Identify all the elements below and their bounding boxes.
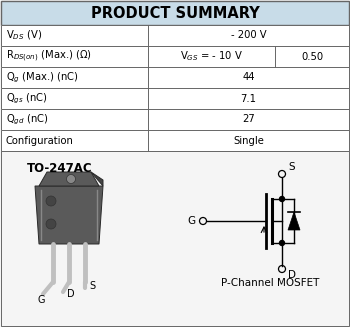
Text: S: S: [288, 162, 295, 172]
Bar: [1, 109, 349, 130]
Bar: [1, 1, 349, 25]
Text: Q$_{gs}$ (nC): Q$_{gs}$ (nC): [6, 91, 48, 106]
Text: D: D: [288, 270, 296, 280]
Circle shape: [66, 175, 76, 183]
Text: G: G: [37, 295, 45, 305]
Text: PRODUCT SUMMARY: PRODUCT SUMMARY: [91, 6, 259, 21]
Text: 44: 44: [242, 73, 255, 82]
Text: G: G: [188, 216, 196, 226]
Polygon shape: [91, 172, 103, 186]
Text: - 200 V: - 200 V: [231, 30, 266, 41]
Bar: [1, 67, 349, 88]
Bar: [1, 25, 349, 46]
Polygon shape: [35, 186, 103, 244]
Circle shape: [280, 197, 285, 201]
Text: D: D: [67, 289, 75, 299]
Text: P-Channel MOSFET: P-Channel MOSFET: [221, 278, 319, 288]
Text: Q$_{gd}$ (nC): Q$_{gd}$ (nC): [6, 112, 49, 127]
Bar: [1, 25, 349, 46]
Bar: [1, 46, 349, 67]
Polygon shape: [288, 212, 300, 230]
Bar: [1, 130, 349, 151]
Text: V$_{DS}$ (V): V$_{DS}$ (V): [6, 29, 42, 42]
Text: S: S: [89, 281, 95, 291]
Circle shape: [46, 219, 56, 229]
Text: 27: 27: [242, 114, 255, 125]
Circle shape: [46, 196, 56, 206]
Text: Q$_g$ (Max.) (nC): Q$_g$ (Max.) (nC): [6, 70, 79, 85]
Bar: [1, 67, 349, 88]
Bar: [1, 109, 349, 130]
Text: TO-247AC: TO-247AC: [27, 163, 93, 176]
Bar: [1, 88, 349, 109]
Bar: [1, 46, 349, 67]
Text: Single: Single: [233, 135, 264, 146]
Text: R$_{DS(on)}$ (Max.) (Ω): R$_{DS(on)}$ (Max.) (Ω): [6, 49, 92, 64]
Polygon shape: [39, 172, 99, 186]
Bar: [1, 151, 349, 326]
Text: Configuration: Configuration: [6, 135, 74, 146]
Text: 0.50: 0.50: [301, 51, 323, 61]
Bar: [1, 88, 349, 109]
Circle shape: [280, 240, 285, 246]
Text: 7.1: 7.1: [240, 94, 257, 104]
Bar: [1, 130, 349, 151]
Text: V$_{GS}$ = - 10 V: V$_{GS}$ = - 10 V: [180, 50, 243, 63]
